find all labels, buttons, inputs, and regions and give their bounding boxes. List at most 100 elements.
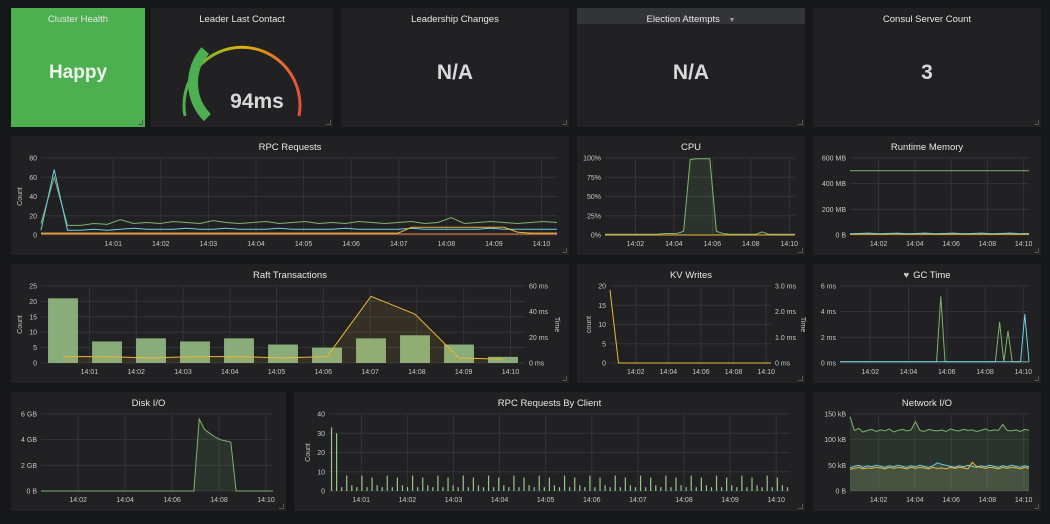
bar — [670, 487, 672, 491]
x-tick-label: 14:04 — [116, 497, 134, 504]
x-tick-label: 14:08 — [408, 369, 426, 376]
bar — [442, 487, 444, 491]
y2-axis-label: Time — [799, 317, 806, 332]
bar — [589, 475, 591, 491]
bar — [548, 477, 550, 491]
series-line — [40, 169, 557, 231]
bar — [488, 356, 518, 363]
x-tick-label: 14:06 — [163, 497, 181, 504]
x-tick-label: 14:02 — [127, 369, 145, 376]
kv-writes-panel[interactable]: KV Writes 20 15 10 5 0 3.0 ms 2.0 ms 1.0 ms 0 ms… — [577, 264, 806, 383]
x-tick-label: 14:10 — [533, 241, 551, 248]
x-tick-label: 14:04 — [906, 241, 924, 248]
panel-title: RPC Requests — [258, 142, 322, 153]
y-tick-label: 4 GB — [21, 437, 37, 444]
resize-handle[interactable] — [1034, 120, 1039, 125]
bar — [700, 477, 702, 491]
panel-title[interactable]: Election Attempts ▼ — [577, 14, 805, 25]
resize-handle[interactable] — [1034, 504, 1039, 509]
x-tick-label: 14:10 — [1015, 241, 1033, 248]
x-tick-label: 14:03 — [200, 241, 218, 248]
disk-io-chart: 6 GB 4 GB 2 GB 0 B 14:02 14:04 14:06 14:08 14:10 — [21, 412, 275, 505]
bar — [457, 487, 459, 491]
bar — [660, 487, 662, 491]
bar — [400, 335, 430, 363]
panel-title: Disk I/O — [131, 398, 166, 409]
resize-handle[interactable] — [562, 120, 567, 125]
resize-handle[interactable] — [798, 248, 803, 253]
raft-transactions-panel[interactable]: Raft Transactions 25 20 15 10 5 0 60 ms 40 ms 20… — [11, 264, 569, 383]
series-area — [41, 419, 273, 491]
rpc-requests-by-client-panel[interactable]: RPC Requests By Client 40 30 20 10 0 14:01 14:… — [294, 392, 805, 511]
heart-icon: ♥ — [903, 270, 910, 281]
y-axis-label: count — [586, 316, 593, 333]
x-tick-label: 14:08 — [742, 241, 760, 248]
bar — [761, 487, 763, 491]
rpc-requests-panel[interactable]: RPC Requests 80 60 40 20 0 14:01 14:02 14:03 14:… — [11, 136, 569, 255]
resize-handle[interactable] — [326, 120, 331, 125]
x-tick-label: 14:06 — [938, 369, 956, 376]
gc-time-panel[interactable]: ♥ GC Time 6 ms 4 ms 2 ms 0 ms 14:02 14:04 14:06… — [813, 264, 1041, 383]
bar — [776, 477, 778, 491]
series-line — [840, 314, 1030, 363]
consul-server-count-panel[interactable]: Consul Server Count 3 — [813, 8, 1041, 127]
bar — [417, 487, 419, 491]
resize-handle[interactable] — [1034, 376, 1039, 381]
bar — [675, 477, 677, 491]
series-line — [849, 416, 1030, 433]
y-tick-label: 15 — [29, 314, 37, 321]
cpu-panel[interactable]: CPU 100% 75% 50% 25% 0% 14:02 14:04 14:06 14:08 1… — [577, 136, 805, 255]
leader-last-contact-panel[interactable]: Leader Last Contact 94ms — [151, 8, 333, 127]
panel-title: RPC Requests By Client — [497, 398, 602, 409]
y-tick-label: 150 kB — [824, 412, 846, 419]
bar — [371, 477, 373, 491]
bar — [437, 475, 439, 491]
election-attempts-panel[interactable]: Election Attempts ▼ N/A — [577, 8, 805, 127]
resize-handle[interactable] — [1034, 248, 1039, 253]
y-tick-label: 0 — [602, 361, 606, 368]
x-tick-label: 14:08 — [979, 497, 997, 504]
bar — [786, 487, 789, 491]
time-series-line — [63, 295, 504, 360]
y-tick-label: 15 — [598, 303, 606, 310]
series-line — [609, 289, 771, 364]
y-tick-label: 60 — [29, 175, 37, 182]
y-tick-label: 2 GB — [21, 463, 37, 470]
resize-handle[interactable] — [279, 504, 284, 509]
bar — [366, 487, 368, 491]
kv-writes-chart: 20 15 10 5 0 3.0 ms 2.0 ms 1.0 ms 0 ms 14:02 14:04… — [586, 284, 806, 377]
resize-handle[interactable] — [798, 504, 803, 509]
panel-title: Consul Server Count — [882, 14, 972, 25]
resize-handle[interactable] — [562, 248, 567, 253]
caret-down-icon[interactable]: ▼ — [728, 17, 736, 24]
y2-tick-label: 0 ms — [775, 361, 791, 368]
runtime-memory-panel[interactable]: Runtime Memory 600 MB 400 MB 200 MB 0 B 14:0… — [813, 136, 1041, 255]
cluster-health-value: Happy — [48, 62, 108, 83]
leadership-changes-panel[interactable]: Leadership Changes N/A — [341, 8, 569, 127]
bar — [614, 475, 616, 491]
leadership-changes-value: N/A — [436, 61, 474, 84]
series-line — [41, 226, 557, 234]
y-tick-label: 40 — [317, 412, 325, 419]
bar — [401, 485, 404, 491]
network-io-panel[interactable]: Network I/O 150 kB 100 kB 50 kB 0 B 14:02 14:… — [813, 392, 1041, 511]
bar — [705, 485, 708, 491]
resize-handle[interactable] — [798, 120, 803, 125]
resize-handle[interactable] — [798, 376, 803, 381]
x-tick-label: 14:05 — [268, 369, 286, 376]
cpu-chart: 100% 75% 50% 25% 0% 14:02 14:04 14:06 14:08 14:10 — [583, 156, 798, 249]
resize-handle[interactable] — [562, 376, 567, 381]
leader-contact-gauge — [182, 45, 302, 122]
time-area — [63, 296, 503, 363]
bar — [447, 477, 449, 491]
bar — [650, 477, 652, 491]
bar — [574, 477, 576, 491]
bar — [685, 487, 687, 491]
disk-io-panel[interactable]: Disk I/O 6 GB 4 GB 2 GB 0 B 14:02 14:04 14:06 1… — [11, 392, 286, 511]
panel-header-hover[interactable] — [577, 8, 805, 24]
resize-handle[interactable] — [138, 120, 143, 125]
cluster-health-panel[interactable]: Cluster Health Happy — [11, 8, 145, 127]
y-tick-label: 0 B — [835, 489, 846, 496]
y-tick-label: 20 — [29, 299, 37, 306]
y-tick-label: 0 B — [26, 489, 37, 496]
